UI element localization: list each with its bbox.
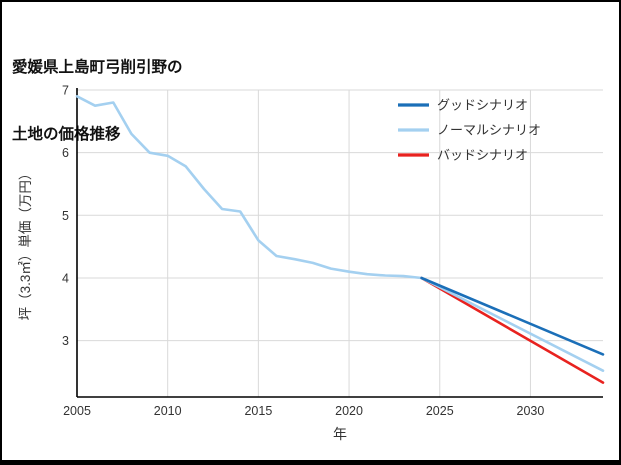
legend-label-good: グッドシナリオ — [437, 98, 528, 113]
series-normal-line — [420, 276, 605, 373]
x-axis-label: 年 — [333, 426, 347, 442]
series-bad-line — [420, 276, 605, 384]
x-tick-label: 2020 — [335, 404, 363, 418]
price-trend-chart: 2005 2010 2015 2020 2025 2030 3 4 5 6 7 年 坪（3.3㎡）単価（… — [18, 84, 605, 442]
y-tick-label: 6 — [62, 146, 69, 160]
x-tick-label: 2025 — [426, 404, 454, 418]
x-tick-label: 2030 — [517, 404, 545, 418]
legend-label-bad: バッドシナリオ — [437, 148, 528, 163]
page-title: 愛媛県上島町弓削引野の 土地の価格推移 — [12, 12, 183, 192]
page-title-line2: 土地の価格推移 — [12, 126, 121, 144]
y-tick-label: 5 — [62, 209, 69, 223]
legend-label-normal: ノーマルシナリオ — [437, 123, 541, 138]
series-historical-line — [75, 95, 423, 280]
y-tick-label: 7 — [62, 84, 69, 98]
x-tick-label: 2015 — [244, 404, 272, 418]
page-title-line1: 愛媛県上島町弓削引野の — [12, 58, 183, 76]
y-axis-label: 坪（3.3㎡）単価（万円） — [18, 167, 33, 321]
x-tick-label: 2005 — [63, 404, 91, 418]
x-tick-label: 2010 — [154, 404, 182, 418]
y-tick-label: 4 — [62, 271, 69, 285]
series-good-line — [420, 276, 605, 356]
y-tick-label: 3 — [62, 334, 69, 348]
